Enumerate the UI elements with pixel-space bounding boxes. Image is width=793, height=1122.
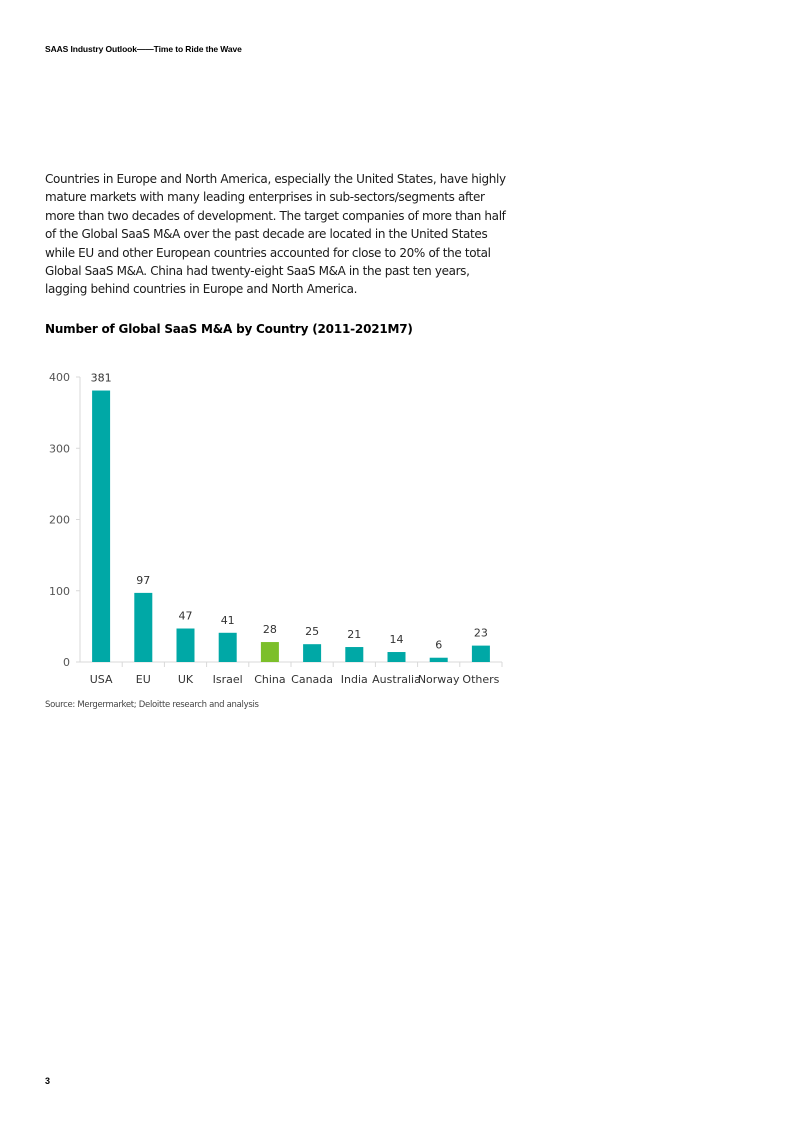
page-number: 3 [45, 1076, 51, 1086]
data-label: 41 [221, 614, 235, 627]
x-category-label: UK [178, 673, 194, 686]
body-paragraph: Countries in Europe and North America, e… [45, 172, 506, 297]
y-tick-label: 300 [49, 442, 70, 455]
data-label: 21 [347, 628, 361, 641]
bar-israel [218, 632, 237, 662]
data-label: 381 [91, 372, 112, 385]
x-category-label: Norway [418, 673, 460, 686]
x-category-label: EU [136, 673, 151, 686]
data-label: 14 [390, 633, 404, 646]
x-category-label: Canada [291, 673, 333, 686]
chart-source-note: Source: Mergermarket; Deloitte research … [45, 700, 259, 710]
bar-australia [387, 652, 406, 662]
running-header: SAAS Industry Outlook——Time to Ride the … [45, 44, 242, 54]
x-category-label: USA [90, 673, 113, 686]
y-tick-label: 400 [49, 371, 70, 384]
data-label: 47 [179, 610, 193, 623]
y-tick-label: 200 [49, 514, 70, 527]
bar-norway [429, 657, 448, 662]
bar-china [260, 642, 279, 662]
x-category-label: Israel [213, 673, 243, 686]
x-category-label: India [341, 673, 368, 686]
bar-eu [134, 592, 153, 662]
data-label: 28 [263, 623, 277, 636]
bar-canada [303, 644, 322, 662]
bar-others [471, 645, 490, 662]
x-category-label: Australia [372, 673, 421, 686]
data-label: 25 [305, 625, 319, 638]
data-label: 23 [474, 627, 488, 640]
data-label: 6 [435, 639, 442, 652]
data-label: 97 [136, 574, 150, 587]
y-tick-label: 0 [63, 656, 70, 669]
bar-usa [92, 390, 111, 662]
chart-title: Number of Global SaaS M&A by Country (20… [45, 322, 413, 336]
y-tick-label: 100 [49, 585, 70, 598]
x-category-label: Others [462, 673, 499, 686]
x-category-label: China [254, 673, 285, 686]
bar-uk [176, 628, 195, 662]
bar-india [345, 647, 364, 662]
